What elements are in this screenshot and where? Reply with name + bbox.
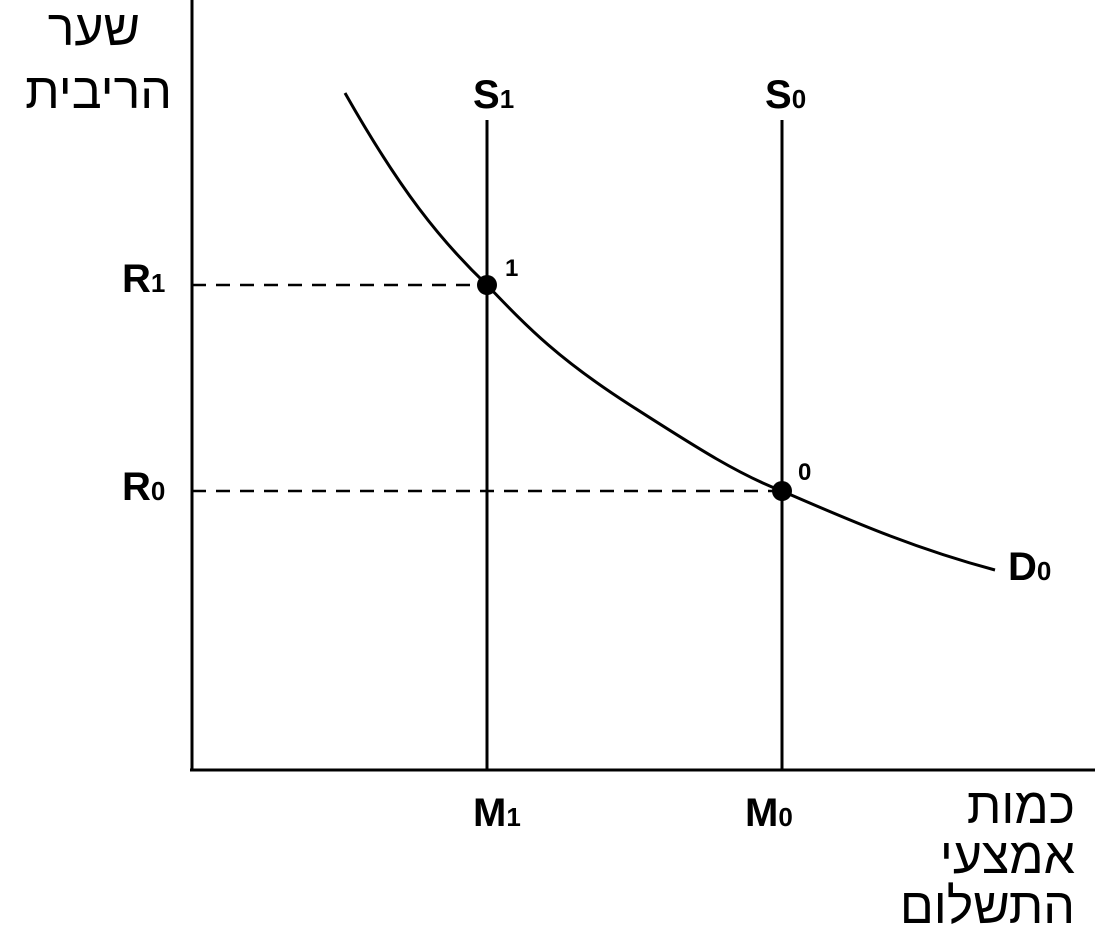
y-axis-label: שער bbox=[48, 0, 140, 56]
x-axis-label: כמות bbox=[967, 778, 1075, 834]
x-axis-label: אמצעי bbox=[940, 828, 1075, 884]
equilibrium-point bbox=[477, 275, 497, 295]
x-axis-label: התשלום bbox=[900, 878, 1075, 934]
rate-label: R0 bbox=[122, 465, 165, 509]
y-axis-label: הריבית bbox=[25, 63, 172, 119]
equilibrium-point bbox=[772, 481, 792, 501]
demand-curve bbox=[343, 92, 996, 572]
quantity-label: M1 bbox=[473, 791, 521, 835]
point-label: 0 bbox=[798, 459, 811, 486]
rate-label: R1 bbox=[122, 257, 165, 301]
demand-label: D0 bbox=[1008, 545, 1051, 589]
quantity-label: M0 bbox=[745, 791, 793, 835]
supply-label: S1 bbox=[473, 73, 514, 117]
supply-label: S0 bbox=[765, 73, 806, 117]
point-label: 1 bbox=[505, 255, 518, 282]
